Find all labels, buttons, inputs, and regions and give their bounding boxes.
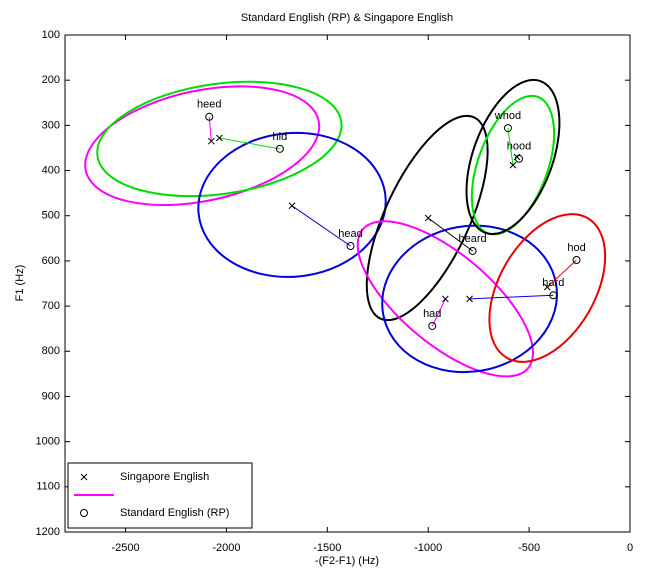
vowel-label: whod [494,110,521,122]
vowel-label: hood [507,141,531,153]
rp-marker [346,241,355,250]
vowel-label: had [423,308,441,320]
rp-marker [468,246,477,255]
vowel-label: hid [273,131,288,143]
connector [427,217,473,252]
rp-marker [428,321,437,330]
x-tick-label: -2500 [111,542,139,554]
vowel-ellipse [381,224,558,374]
plot-frame [64,34,631,533]
x-tick-label: -2000 [212,542,240,554]
chart-title: Standard English (RP) & Singapore Englis… [241,12,453,24]
x-tick-label: -1500 [313,542,341,554]
cross-marker [466,295,473,303]
cross-stroke [207,137,215,145]
cross-stroke [442,295,449,303]
y-tick-label: 800 [42,345,60,357]
connector [208,116,212,142]
vowel-ellipse [197,131,387,278]
cross-stroke [424,214,432,222]
cross-stroke [466,295,473,303]
cross-marker [288,202,296,210]
y-tick-label: 500 [42,210,60,222]
legend: Singapore English Standard English (RP) [67,462,253,529]
x-axis-label: -(F2-F1) (Hz) [315,555,379,567]
y-tick-label: 1000 [36,436,60,448]
y-tick-label: 1200 [36,526,60,538]
y-tick-label: 300 [42,119,60,131]
cross-marker [424,214,432,222]
connector [546,259,577,288]
y-tick-label: 1100 [36,481,60,493]
y-tick-label: 100 [42,29,60,41]
rp-marker [205,112,214,121]
vowel-label: head [338,228,362,240]
vowel-ellipse [365,114,489,322]
cross-marker [509,161,517,169]
vowel-ellipse [488,213,607,363]
y-tick-label: 400 [42,164,60,176]
cross-marker [207,137,215,145]
connector [469,294,554,300]
x-tick-label: -1000 [414,542,442,554]
vowel-ellipse [356,220,535,378]
rp-marker [503,124,512,133]
vowel-label: heard [459,233,487,245]
cross-stroke [543,283,551,291]
x-tick-label: -500 [518,542,540,554]
connector [507,128,514,166]
vowel-label: hod [567,242,585,254]
cross-stroke [288,202,296,210]
cross-stroke [216,134,223,142]
legend-label: Standard English (RP) [120,507,229,519]
y-tick-label: 700 [42,300,60,312]
cross-stroke [80,473,88,481]
legend-marker [80,509,88,517]
connector [219,137,280,150]
y-axis-label: F1 (Hz) [14,265,26,302]
cross-marker [442,295,449,303]
vowel-label: hard [542,277,564,289]
connector [291,205,351,247]
vowel-ellipse [84,85,321,207]
cross-marker [216,134,223,142]
legend-label: Singapore English [120,471,209,483]
vowel-ellipse [465,78,561,236]
connector [431,298,446,327]
rp-marker [549,291,558,300]
x-tick-label: 0 [627,542,633,554]
rp-marker [275,144,284,153]
y-tick-label: 600 [42,255,60,267]
vowel-ellipse [96,80,343,198]
cross-stroke [509,161,517,169]
y-tick-label: 200 [42,74,60,86]
y-tick-label: 900 [42,390,60,402]
cross-marker [80,473,88,481]
rp-marker [572,256,581,265]
vowel-label: heed [197,99,221,111]
cross-marker [543,283,551,291]
rp-marker [515,154,524,163]
